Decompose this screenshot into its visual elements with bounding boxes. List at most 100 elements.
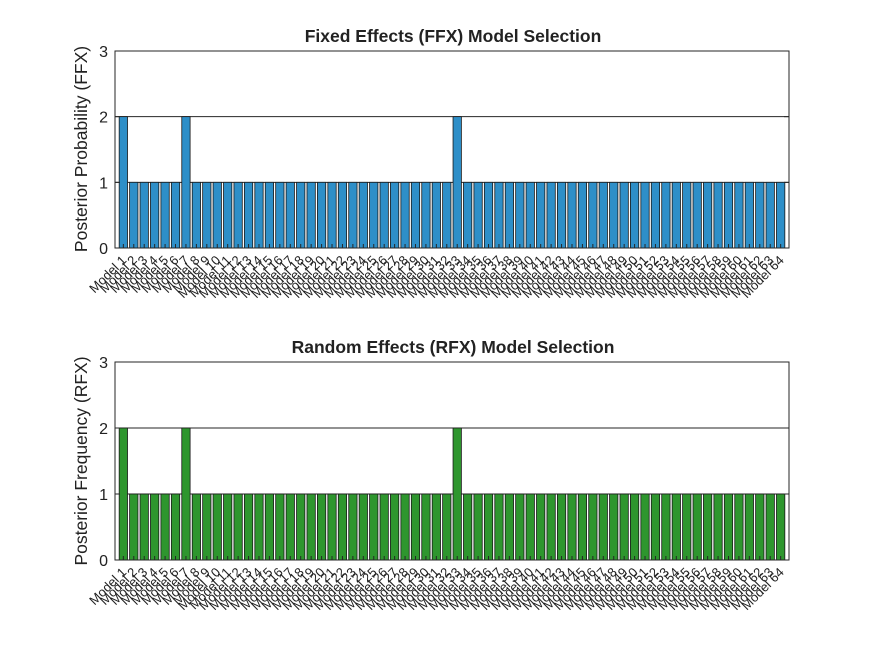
rfx-bar — [358, 493, 368, 561]
ffx-bar — [661, 181, 671, 249]
rfx-bar — [463, 493, 473, 561]
ffx-bar — [744, 181, 754, 249]
ffx-bar — [410, 181, 421, 249]
ffx-bar — [630, 181, 640, 249]
ffx-y-tick-label: 1 — [99, 175, 108, 192]
ffx-y-axis-label: Posterior Probability (FFX) — [71, 46, 91, 252]
ffx-bar — [452, 116, 462, 249]
ffx-bar — [619, 181, 629, 249]
rfx-bar — [150, 493, 160, 561]
rfx-axes-box — [114, 361, 790, 561]
ffx-bar — [129, 181, 139, 249]
rfx-bar — [369, 493, 379, 561]
ffx-bar — [285, 181, 295, 249]
rfx-panel: Random Effects (RFX) Model Selection Pos… — [71, 337, 790, 613]
ffx-bar — [765, 181, 775, 249]
ffx-bar — [703, 181, 713, 249]
rfx-bar — [264, 493, 274, 561]
rfx-bar — [379, 493, 389, 561]
ffx-bar — [400, 181, 410, 249]
ffx-bar — [723, 181, 734, 249]
rfx-bar — [776, 493, 786, 561]
ffx-bar — [139, 181, 149, 249]
ffx-bar — [734, 181, 744, 249]
rfx-bar — [170, 493, 181, 561]
rfx-bar — [536, 493, 546, 561]
rfx-bar — [191, 493, 201, 561]
ffx-bar — [223, 181, 233, 249]
rfx-bar — [285, 493, 295, 561]
rfx-bar — [317, 493, 327, 561]
rfx-y-tick-label: 2 — [99, 421, 108, 438]
ffx-bar — [379, 181, 389, 249]
ffx-bar — [327, 181, 337, 249]
ffx-bar — [421, 181, 431, 249]
rfx-bar — [452, 427, 462, 561]
rfx-bar — [567, 493, 577, 561]
rfx-bar — [296, 493, 306, 561]
ffx-bar — [254, 181, 264, 249]
ffx-bar — [306, 181, 316, 249]
rfx-bar — [734, 493, 744, 561]
ffx-bar — [598, 181, 608, 249]
rfx-bar — [640, 493, 650, 561]
ffx-bar — [337, 181, 348, 249]
rfx-bar — [223, 493, 233, 561]
ffx-bar — [233, 181, 243, 249]
rfx-bar — [755, 493, 765, 561]
rfx-bar — [400, 493, 410, 561]
ffx-bar — [264, 181, 274, 249]
rfx-bar — [546, 493, 556, 561]
rfx-bar — [129, 493, 139, 561]
ffx-bar — [483, 181, 494, 249]
rfx-bar — [483, 493, 494, 561]
rfx-bar — [139, 493, 149, 561]
ffx-y-tick-label: 3 — [99, 44, 108, 61]
ffx-bar — [692, 181, 702, 249]
rfx-bar — [390, 493, 400, 561]
ffx-bar — [713, 181, 723, 249]
rfx-bar — [515, 493, 525, 561]
ffx-bar — [463, 181, 473, 249]
ffx-bar — [588, 181, 598, 249]
rfx-bar — [650, 493, 661, 561]
ffx-bar — [118, 116, 128, 249]
ffx-bar — [191, 181, 201, 249]
ffx-y-tick-label: 2 — [99, 110, 108, 127]
ffx-bar — [776, 181, 786, 249]
ffx-bar — [431, 181, 441, 249]
ffx-bar — [317, 181, 327, 249]
ffx-axes-box — [114, 50, 790, 249]
ffx-bar — [650, 181, 661, 249]
ffx-bar — [504, 181, 514, 249]
rfx-bar — [202, 493, 212, 561]
ffx-bar — [515, 181, 525, 249]
ffx-bar — [390, 181, 400, 249]
rfx-y-tick-label: 0 — [99, 553, 108, 570]
rfx-bar — [243, 493, 254, 561]
rfx-bar — [609, 493, 619, 561]
rfx-bar — [442, 493, 452, 561]
rfx-bar — [598, 493, 608, 561]
ffx-bar — [296, 181, 306, 249]
ffx-bar — [609, 181, 619, 249]
rfx-title: Random Effects (RFX) Model Selection — [292, 337, 615, 357]
rfx-bar — [473, 493, 483, 561]
ffx-bar — [577, 181, 587, 249]
ffx-y-tick-label: 0 — [99, 241, 108, 258]
ffx-bar — [275, 181, 285, 249]
rfx-bar — [661, 493, 671, 561]
ffx-bar — [567, 181, 577, 249]
rfx-bar — [494, 493, 504, 561]
ffx-bar — [755, 181, 765, 249]
rfx-bar — [713, 493, 723, 561]
ffx-bar — [181, 116, 191, 249]
rfx-bar — [630, 493, 640, 561]
ffx-bar — [212, 181, 222, 249]
rfx-bar — [765, 493, 775, 561]
ffx-bar — [442, 181, 452, 249]
ffx-bar — [202, 181, 212, 249]
ffx-bar — [494, 181, 504, 249]
rfx-bar — [337, 493, 348, 561]
